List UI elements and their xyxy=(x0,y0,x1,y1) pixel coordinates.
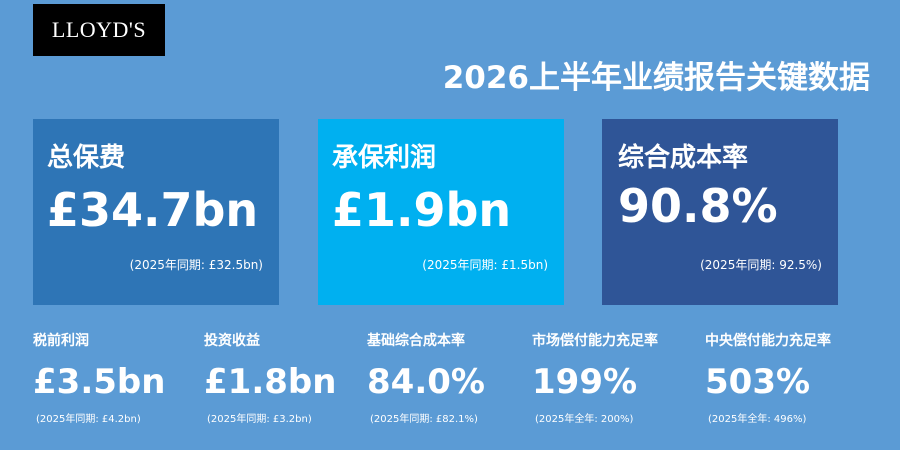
card-underwriting-profit: 承保利润 £1.9bn (2025年同期: £1.5bn) xyxy=(318,119,564,305)
metric-label: 中央偿付能力充足率 xyxy=(705,333,831,349)
metric-value: 503% xyxy=(705,362,811,402)
card-label: 综合成本率 xyxy=(618,143,749,173)
metric-prior-period: (2025年同期: £4.2bn) xyxy=(36,414,141,425)
metric-value: £1.8bn xyxy=(204,362,337,402)
metric-value: £3.5bn xyxy=(33,362,166,402)
card-label: 承保利润 xyxy=(332,143,437,173)
page-title: 2026上半年业绩报告关键数据 xyxy=(442,60,870,96)
metric-prior-period: (2025年同期: £3.2bn) xyxy=(207,414,312,425)
card-combined-ratio: 综合成本率 90.8% (2025年同期: 92.5%) xyxy=(602,119,838,305)
metric-value: 199% xyxy=(532,362,638,402)
metric-underlying-combined-ratio: 基础综合成本率 84.0% (2025年同期: £82.1%) xyxy=(367,330,537,425)
metric-profit-before-tax: 税前利润 £3.5bn (2025年同期: £4.2bn) xyxy=(33,330,203,425)
metric-value: 84.0% xyxy=(367,362,485,402)
card-label: 总保费 xyxy=(47,143,126,173)
lloyds-logo: LLOYD'S xyxy=(33,4,165,56)
metric-label: 基础综合成本率 xyxy=(367,333,465,349)
metric-market-solvency-ratio: 市场偿付能力充足率 199% (2025年全年: 200%) xyxy=(532,330,702,425)
card-gross-written-premium: 总保费 £34.7bn (2025年同期: £32.5bn) xyxy=(33,119,279,305)
metric-prior-period: (2025年全年: 496%) xyxy=(708,414,807,425)
metric-label: 市场偿付能力充足率 xyxy=(532,333,658,349)
card-prior-period: (2025年同期: £1.5bn) xyxy=(422,258,548,272)
card-value: 90.8% xyxy=(618,179,778,233)
metric-label: 税前利润 xyxy=(33,333,89,349)
card-prior-period: (2025年同期: 92.5%) xyxy=(700,258,822,272)
card-value: £1.9bn xyxy=(332,183,512,237)
metric-prior-period: (2025年同期: £82.1%) xyxy=(370,414,478,425)
card-prior-period: (2025年同期: £32.5bn) xyxy=(129,258,263,272)
metric-investment-return: 投资收益 £1.8bn (2025年同期: £3.2bn) xyxy=(204,330,374,425)
metric-prior-period: (2025年全年: 200%) xyxy=(535,414,634,425)
card-value: £34.7bn xyxy=(47,183,259,237)
metric-label: 投资收益 xyxy=(204,333,260,349)
metric-central-solvency-ratio: 中央偿付能力充足率 503% (2025年全年: 496%) xyxy=(705,330,875,425)
logo-text: LLOYD'S xyxy=(51,17,147,42)
